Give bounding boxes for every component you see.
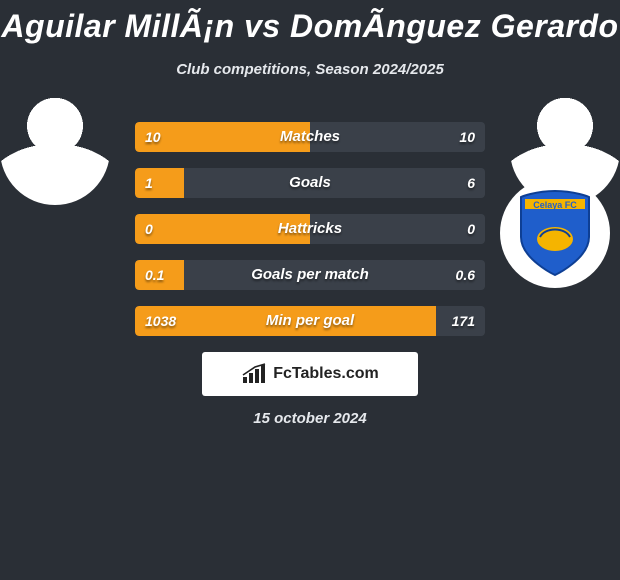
brand-label: FcTables.com — [273, 365, 379, 383]
date-label: 15 october 2024 — [0, 410, 620, 427]
stat-label: Min per goal — [135, 306, 485, 336]
chart-icon — [241, 363, 267, 385]
shield-icon: Celaya FC — [515, 187, 595, 279]
stat-row: 00Hattricks — [135, 214, 485, 244]
brand-badge: FcTables.com — [202, 352, 418, 396]
club-logo-label: Celaya FC — [533, 200, 577, 210]
stat-row: 1038171Min per goal — [135, 306, 485, 336]
stat-row: 0.10.6Goals per match — [135, 260, 485, 290]
stat-label: Goals per match — [135, 260, 485, 290]
stat-label: Goals — [135, 168, 485, 198]
stats-table: 1010Matches 16Goals 00Hattricks 0.10.6Goals… — [135, 122, 485, 352]
player-avatar-left — [0, 95, 110, 205]
stat-row: 16Goals — [135, 168, 485, 198]
stat-label: Hattricks — [135, 214, 485, 244]
club-logo-right: Celaya FC — [500, 178, 610, 288]
page-subtitle: Club competitions, Season 2024/2025 — [0, 61, 620, 78]
page-title: Aguilar MillÃ¡n vs DomÃ­nguez Gerardo — [0, 0, 620, 45]
stat-row: 1010Matches — [135, 122, 485, 152]
stat-label: Matches — [135, 122, 485, 152]
